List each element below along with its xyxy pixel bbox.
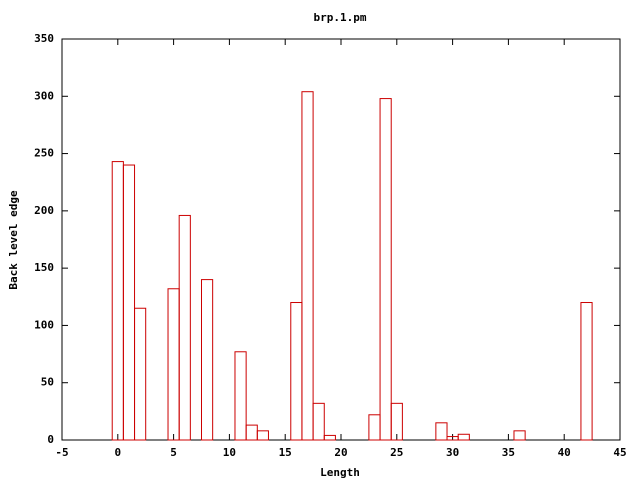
x-tick-label: 40 [558, 446, 571, 459]
y-tick-label: 0 [47, 433, 54, 446]
x-tick-label: 30 [446, 446, 459, 459]
bar [201, 279, 214, 441]
bar [122, 164, 136, 441]
y-axis-label: Back level edge [7, 190, 20, 290]
bar [513, 430, 526, 441]
bar [435, 422, 448, 441]
bar [379, 98, 392, 441]
x-tick-label: 10 [223, 446, 236, 459]
chart-title: brp.1.pm [314, 11, 367, 24]
x-tick-label: 25 [390, 446, 403, 459]
x-tick-label: 20 [334, 446, 347, 459]
bar [580, 302, 593, 441]
y-tick-label: 250 [34, 147, 54, 160]
bar [390, 402, 403, 441]
bar [323, 434, 336, 441]
x-tick-label: 5 [170, 446, 177, 459]
y-tick-label: 200 [34, 204, 54, 217]
bar [178, 214, 191, 441]
x-tick-label: 45 [613, 446, 626, 459]
x-tick-label: 35 [502, 446, 515, 459]
x-tick-label: 0 [114, 446, 121, 459]
bar [312, 402, 325, 441]
bar [457, 433, 470, 441]
bar [256, 430, 269, 441]
bar [134, 307, 147, 441]
x-tick-label: -5 [55, 446, 68, 459]
y-tick-label: 300 [34, 89, 54, 102]
x-axis-label: Length [320, 466, 360, 479]
bar [301, 91, 314, 441]
x-tick-label: 15 [279, 446, 292, 459]
bar [234, 351, 247, 441]
y-tick-label: 150 [34, 261, 54, 274]
y-tick-label: 100 [34, 318, 54, 331]
y-tick-label: 50 [41, 376, 54, 389]
y-tick-label: 350 [34, 32, 54, 45]
